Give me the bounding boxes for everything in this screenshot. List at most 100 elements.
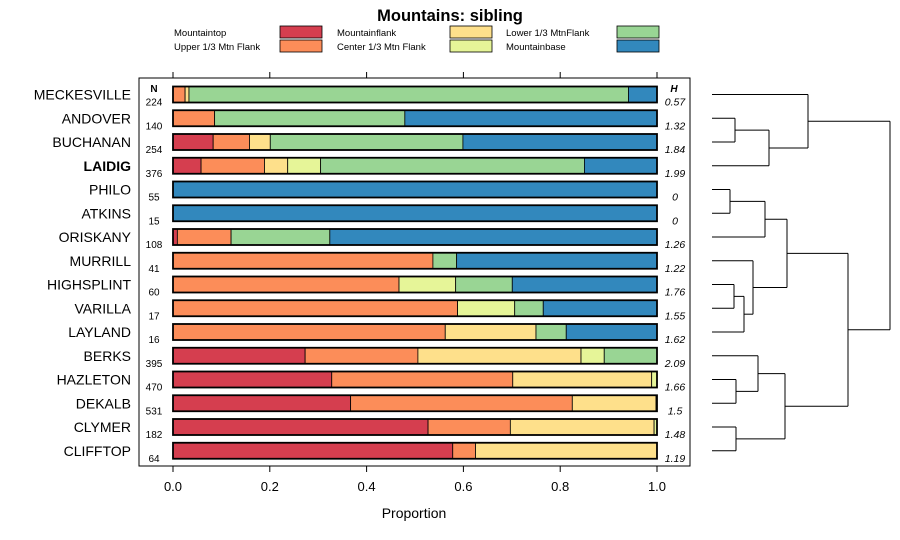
bar-segment bbox=[172, 157, 202, 175]
bar-segment bbox=[462, 133, 658, 151]
bar-segment bbox=[404, 109, 658, 127]
row-h-value: 1.48 bbox=[665, 429, 686, 441]
bar-segment bbox=[249, 133, 271, 151]
bar-segment bbox=[188, 86, 629, 103]
x-tick-label: 1.0 bbox=[648, 479, 666, 494]
bar-segment bbox=[172, 276, 400, 293]
bar-segment bbox=[444, 323, 537, 341]
bar-segment bbox=[535, 323, 567, 341]
dendrogram bbox=[712, 94, 891, 452]
row-label: ORISKANY bbox=[59, 229, 132, 245]
row-label: MECKESVILLE bbox=[34, 87, 131, 103]
row-label: LAYLAND bbox=[68, 324, 131, 340]
bar-segment bbox=[628, 86, 658, 103]
bar-segment bbox=[214, 109, 406, 127]
bar-outline bbox=[172, 323, 658, 341]
bar-segment bbox=[398, 276, 457, 293]
legend-swatch bbox=[616, 25, 660, 39]
bar-segment bbox=[172, 181, 658, 198]
row-n-value: 60 bbox=[148, 288, 160, 299]
bar-segment bbox=[172, 204, 658, 222]
bar-segment bbox=[172, 371, 333, 388]
row-h-value: 1.19 bbox=[665, 453, 686, 465]
bar-segment bbox=[512, 371, 653, 388]
row-n-value: 17 bbox=[148, 311, 160, 322]
bar-outline bbox=[172, 275, 658, 294]
row-h-value: 1.99 bbox=[665, 168, 686, 180]
row-h-value: 1.32 bbox=[665, 120, 686, 132]
row-n-value: 108 bbox=[146, 240, 163, 251]
row-n-value: 376 bbox=[146, 169, 163, 180]
bar-segment bbox=[565, 323, 658, 341]
row-n-value: 531 bbox=[146, 406, 163, 417]
legend-swatch bbox=[449, 25, 493, 39]
bar-segment bbox=[452, 442, 476, 460]
bar-rows: MECKESVILLE 224 0.57 ANDOVER 140 1.32 BUCHANAN… bbox=[34, 85, 687, 465]
row-h-value: 1.22 bbox=[665, 263, 686, 275]
x-tick-label: 0.6 bbox=[454, 479, 472, 494]
plot-frame bbox=[138, 77, 691, 467]
bar-segment bbox=[200, 157, 265, 175]
row-h-value: 1.76 bbox=[665, 287, 686, 299]
row-n-value: 41 bbox=[148, 264, 160, 275]
legend-label: Mountainflank bbox=[337, 28, 396, 39]
bar-outline bbox=[172, 370, 658, 389]
bar-outline bbox=[172, 85, 658, 104]
row-h-value: 2.09 bbox=[664, 358, 686, 370]
x-tick-label: 0.0 bbox=[164, 479, 182, 494]
row-h-value: 1.66 bbox=[665, 382, 686, 394]
bar-outline bbox=[172, 251, 658, 270]
bar-segment bbox=[287, 157, 322, 175]
legend-swatch bbox=[449, 39, 493, 53]
row-label: CLIFFTOP bbox=[64, 443, 131, 459]
row-n-value: 395 bbox=[146, 359, 163, 370]
bar-segment bbox=[172, 86, 186, 103]
bar-segment bbox=[457, 299, 516, 317]
legend-label: Center 1/3 Mtn Flank bbox=[337, 42, 426, 53]
bar-segment bbox=[329, 228, 658, 246]
bar-outline bbox=[172, 133, 658, 151]
legend-label: Mountaintop bbox=[174, 28, 226, 39]
row-label: BUCHANAN bbox=[52, 134, 131, 150]
row-label: PHILO bbox=[89, 182, 131, 198]
row-n-value: 140 bbox=[146, 121, 163, 132]
bar-outline bbox=[172, 204, 658, 223]
bar-outline bbox=[172, 346, 658, 365]
row-label: ANDOVER bbox=[62, 110, 131, 126]
row-h-value: 0.57 bbox=[665, 97, 687, 109]
row-h-value: 1.5 bbox=[668, 405, 683, 417]
bar-segment bbox=[514, 299, 544, 317]
row-label: ATKINS bbox=[81, 205, 131, 221]
x-axis-label: Proportion bbox=[382, 505, 447, 521]
bar-segment bbox=[172, 418, 429, 436]
bar-segment bbox=[417, 347, 582, 365]
bar-segment bbox=[172, 299, 458, 317]
row-label: CLYMER bbox=[74, 419, 131, 435]
row-n-value: 16 bbox=[148, 335, 160, 346]
bar-segment bbox=[432, 252, 458, 270]
bar-segment bbox=[176, 228, 232, 246]
bar-outline bbox=[172, 156, 658, 175]
row-label: HIGHSPLINT bbox=[47, 277, 131, 293]
bar-segment bbox=[584, 157, 658, 175]
bar-segment bbox=[264, 157, 289, 175]
bar-segment bbox=[212, 133, 250, 151]
row-label: HAZLETON bbox=[57, 372, 131, 388]
bar-outline bbox=[172, 394, 658, 413]
row-label: MURRILL bbox=[70, 253, 132, 269]
bar-segment bbox=[427, 418, 511, 436]
row-label: LAIDIG bbox=[84, 158, 132, 174]
bar-segment bbox=[509, 418, 655, 436]
bar-segment bbox=[172, 252, 434, 270]
bar-segment bbox=[542, 299, 658, 317]
x-tick-label: 0.4 bbox=[358, 479, 376, 494]
row-h-value: 0 bbox=[672, 215, 678, 227]
legend-label: Mountainbase bbox=[506, 42, 566, 53]
legend: Mountaintop Upper 1/3 Mtn Flank Mountainfl… bbox=[174, 25, 660, 53]
n-header: N bbox=[150, 84, 157, 95]
x-tick-label: 0.8 bbox=[551, 479, 569, 494]
bar-segment bbox=[172, 347, 306, 365]
bar-segment bbox=[456, 252, 658, 270]
bar-segment bbox=[331, 371, 514, 388]
row-n-value: 254 bbox=[146, 145, 163, 156]
